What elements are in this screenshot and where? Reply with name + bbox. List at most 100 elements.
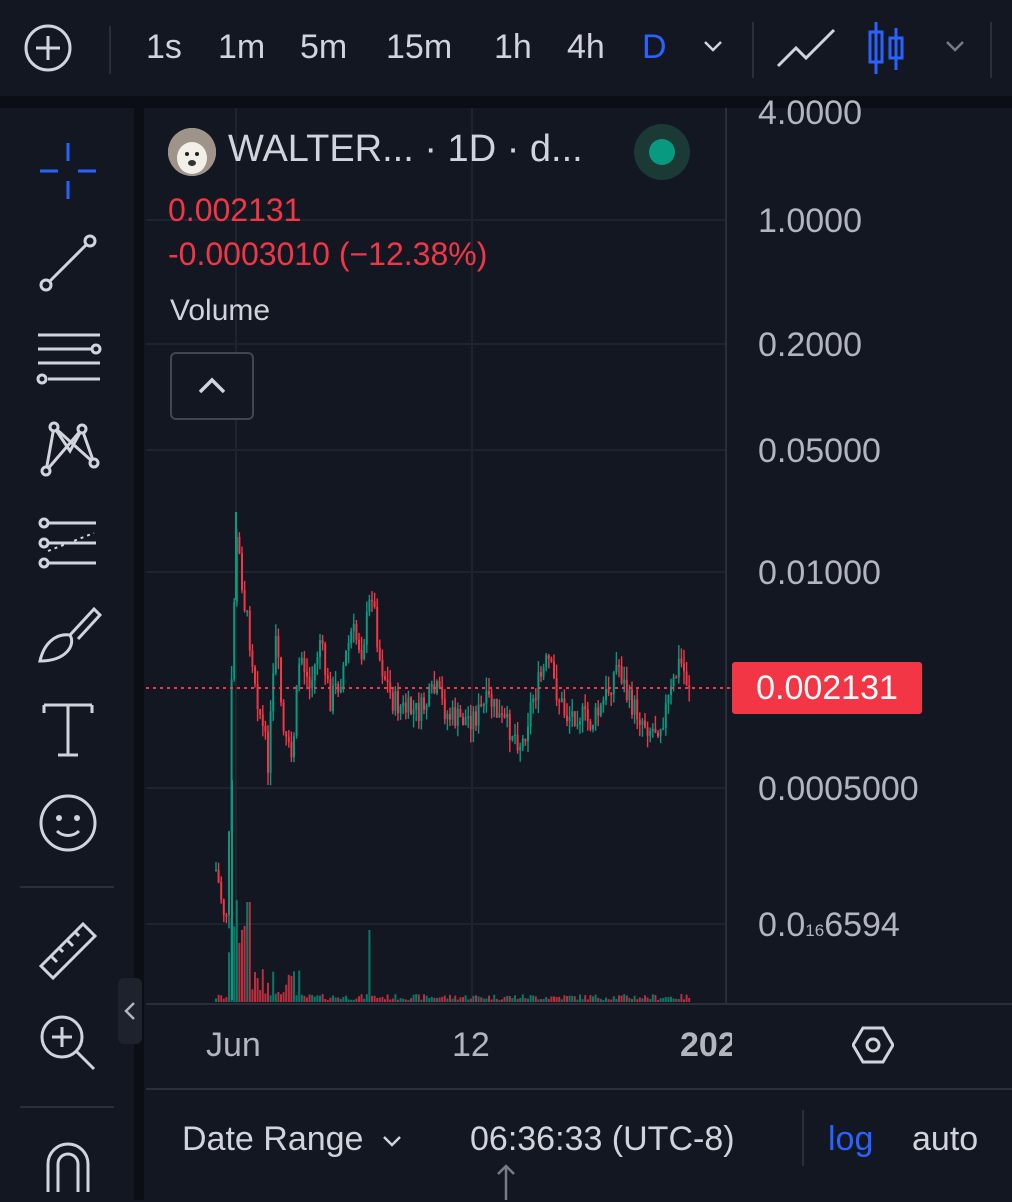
volume-bar [519, 997, 522, 1002]
volume-bar [537, 999, 540, 1002]
price-tick: 0.01000 [758, 554, 881, 592]
volume-bar [472, 995, 475, 1002]
scroll-up-icon[interactable] [494, 1162, 518, 1202]
volume-bar [243, 925, 246, 1002]
timeframe-5m[interactable]: 5m [300, 28, 348, 66]
volume-bar [467, 999, 470, 1002]
volume-bar [235, 900, 238, 1002]
candle-body [321, 640, 324, 644]
volume-bar [402, 998, 405, 1002]
candle-body [477, 704, 480, 726]
volume-bar [332, 995, 334, 1002]
timeframe-4h[interactable]: 4h [567, 28, 605, 66]
volume-bar [248, 902, 251, 1002]
volume-bar [568, 995, 571, 1002]
candle-body [618, 664, 620, 667]
toolbar-divider [20, 886, 114, 888]
volume-bar [272, 971, 275, 1002]
candle-body [337, 683, 340, 693]
pattern-tool[interactable] [30, 414, 106, 484]
candle-body [308, 676, 311, 689]
emoji-tool[interactable] [30, 788, 106, 858]
symbol-avatar [168, 128, 216, 176]
volume-bar [566, 996, 568, 1002]
date-range-button[interactable]: Date Range [182, 1120, 403, 1159]
volume-bar [529, 995, 532, 1002]
timeframe-15m[interactable]: 15m [386, 28, 453, 66]
volume-bar [251, 989, 254, 1002]
volume-bar [368, 930, 371, 1002]
candle-body [256, 683, 259, 710]
candles-button[interactable] [866, 20, 906, 76]
pattern-icon [40, 421, 100, 477]
candle-body [420, 697, 423, 721]
timeframe-d[interactable]: D [642, 28, 667, 66]
volume-bar [675, 998, 678, 1002]
price-tick: 4.0000 [758, 94, 862, 132]
clock[interactable]: 06:36:33 (UTC-8) [470, 1120, 735, 1158]
auto-scale-toggle[interactable]: auto [912, 1120, 979, 1158]
volume-bar [384, 999, 386, 1002]
candle-body [319, 640, 321, 657]
volume-bar [620, 995, 623, 1002]
crosshair-tool[interactable] [30, 136, 106, 206]
candle-body [475, 711, 477, 726]
line-chart-button[interactable] [776, 26, 836, 70]
candle-body [215, 869, 217, 872]
market-status[interactable] [634, 124, 690, 180]
volume-bar [222, 998, 225, 1002]
candle-body [625, 679, 628, 701]
volume-bar [532, 995, 535, 1002]
volume-bar [540, 999, 542, 1002]
chart-settings-button[interactable] [852, 1024, 894, 1066]
timeframe-1h[interactable]: 1h [494, 28, 532, 66]
zoom-in-tool[interactable] [30, 1008, 106, 1078]
candle-body [441, 687, 444, 699]
price-chart[interactable] [0, 0, 1012, 1100]
projection-tool[interactable] [30, 508, 106, 578]
candle-body [438, 681, 441, 688]
volume-bar [389, 999, 392, 1002]
candle-body [241, 553, 243, 590]
volume-bar [269, 995, 272, 1002]
brush-tool[interactable] [30, 600, 106, 670]
volume-bar [300, 994, 303, 1002]
log-scale-toggle[interactable]: log [828, 1120, 874, 1158]
candle-body [326, 675, 329, 680]
volume-bar [545, 997, 548, 1002]
candle-body [670, 686, 672, 696]
dog-avatar-icon [168, 128, 216, 176]
volume-label[interactable]: Volume [170, 294, 271, 327]
candle-body [456, 708, 459, 726]
symbol-title[interactable]: WALTER... · 1D · d... [228, 128, 583, 170]
trend-line-tool[interactable] [30, 228, 106, 298]
volume-bar [321, 994, 324, 1002]
volume-bar [511, 998, 514, 1002]
candle-body [217, 869, 220, 883]
candle-body [514, 734, 516, 737]
collapse-legend-button[interactable] [170, 352, 254, 420]
volume-bar [628, 997, 631, 1002]
magnet-tool[interactable] [30, 1136, 106, 1200]
candle-body [462, 717, 464, 726]
toolbar-collapse-handle[interactable] [118, 978, 142, 1044]
volume-bar [542, 999, 545, 1002]
volume-bar [555, 996, 558, 1002]
timeframe-dropdown[interactable] [702, 38, 724, 54]
volume-bar [599, 998, 602, 1002]
text-tool[interactable] [30, 694, 106, 764]
candle-body [378, 647, 381, 660]
candle-body [607, 688, 610, 694]
timeframe-1s[interactable]: 1s [146, 28, 182, 66]
projection-icon [38, 517, 96, 569]
volume-bar [246, 902, 249, 1002]
add-symbol-button[interactable] [24, 24, 72, 72]
volume-bar [285, 984, 288, 1002]
measure-tool[interactable] [30, 916, 106, 986]
chart-type-dropdown[interactable] [944, 38, 966, 54]
horizontal-lines-tool[interactable] [30, 322, 106, 392]
candle-body [425, 705, 428, 710]
volume-bar [412, 994, 415, 1002]
timeframe-1m[interactable]: 1m [218, 28, 266, 66]
market-status-dot [649, 139, 675, 165]
